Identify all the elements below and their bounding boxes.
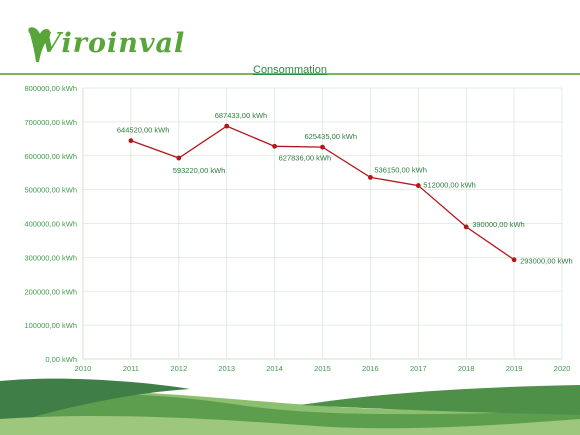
data-label: 687433,00 kWh [215, 111, 268, 120]
hill-dark [0, 378, 190, 431]
y-tick-label: 0,00 kWh [45, 355, 77, 364]
logo-wordmark: Viroinval [40, 28, 186, 59]
y-tick-label: 700000,00 kWh [24, 118, 77, 127]
data-label: 512000,00 kWh [423, 181, 476, 190]
x-tick-label: 2011 [123, 364, 139, 373]
gridlines [82, 87, 563, 360]
viroinval-logo [28, 27, 51, 62]
data-point [272, 143, 277, 149]
y-tick-label: 600000,00 kWh [24, 152, 77, 161]
chart-title: Consommation [253, 64, 327, 76]
x-tick-label: 2018 [458, 364, 475, 373]
header-rule [0, 73, 580, 75]
x-axis: 2010 2011 2012 2013 2014 2015 2016 2017 2018 2019… [75, 358, 571, 373]
data-label: 293000,00 kWh [520, 257, 573, 266]
x-tick-label: 2012 [170, 364, 187, 373]
data-point [415, 183, 421, 188]
y-tick-label: 200000,00 kWh [24, 287, 77, 296]
y-axis: 0,00 kWh 100000,00 kWh 200000,00 kWh 300000… [24, 84, 84, 364]
data-labels: 644520,00 kWh 593220,00 kWh 687433,00 kWh 6… [117, 111, 573, 266]
y-tick-label: 300000,00 kWh [24, 253, 77, 262]
y-tick-label: 800000,00 kWh [24, 84, 77, 93]
hill-right [300, 385, 580, 415]
x-tick-label: 2019 [506, 364, 523, 373]
data-label: 390000,00 kWh [472, 220, 525, 229]
data-point [320, 144, 325, 150]
x-tick-label: 2017 [410, 364, 427, 373]
series-consommation [128, 123, 517, 263]
data-label: 536150,00 kWh [374, 165, 427, 174]
y-tick-label: 400000,00 kWh [24, 220, 77, 229]
x-tick-label: 2013 [218, 364, 235, 373]
x-tick-label: 2016 [362, 364, 379, 373]
x-tick-label: 2020 [554, 364, 571, 373]
data-label: 625435,00 kWh [305, 132, 358, 141]
hill-front [0, 416, 580, 435]
x-tick-label: 2015 [314, 364, 331, 373]
data-point [176, 155, 182, 161]
y-tick-label: 100000,00 kWh [24, 321, 77, 330]
data-label: 644520,00 kWh [117, 126, 170, 135]
leaf-icon [28, 27, 51, 62]
data-label: 627836,00 kWh [279, 153, 332, 162]
data-point [224, 123, 230, 129]
data-point [128, 138, 134, 144]
data-label: 593220,00 kWh [173, 166, 226, 175]
data-point [463, 224, 469, 230]
footer-hills [0, 378, 580, 435]
y-tick-label: 500000,00 kWh [24, 186, 77, 195]
data-point [511, 257, 517, 263]
x-tick-label: 2014 [266, 364, 283, 373]
data-point [368, 174, 373, 180]
x-tick-label: 2010 [75, 364, 92, 373]
